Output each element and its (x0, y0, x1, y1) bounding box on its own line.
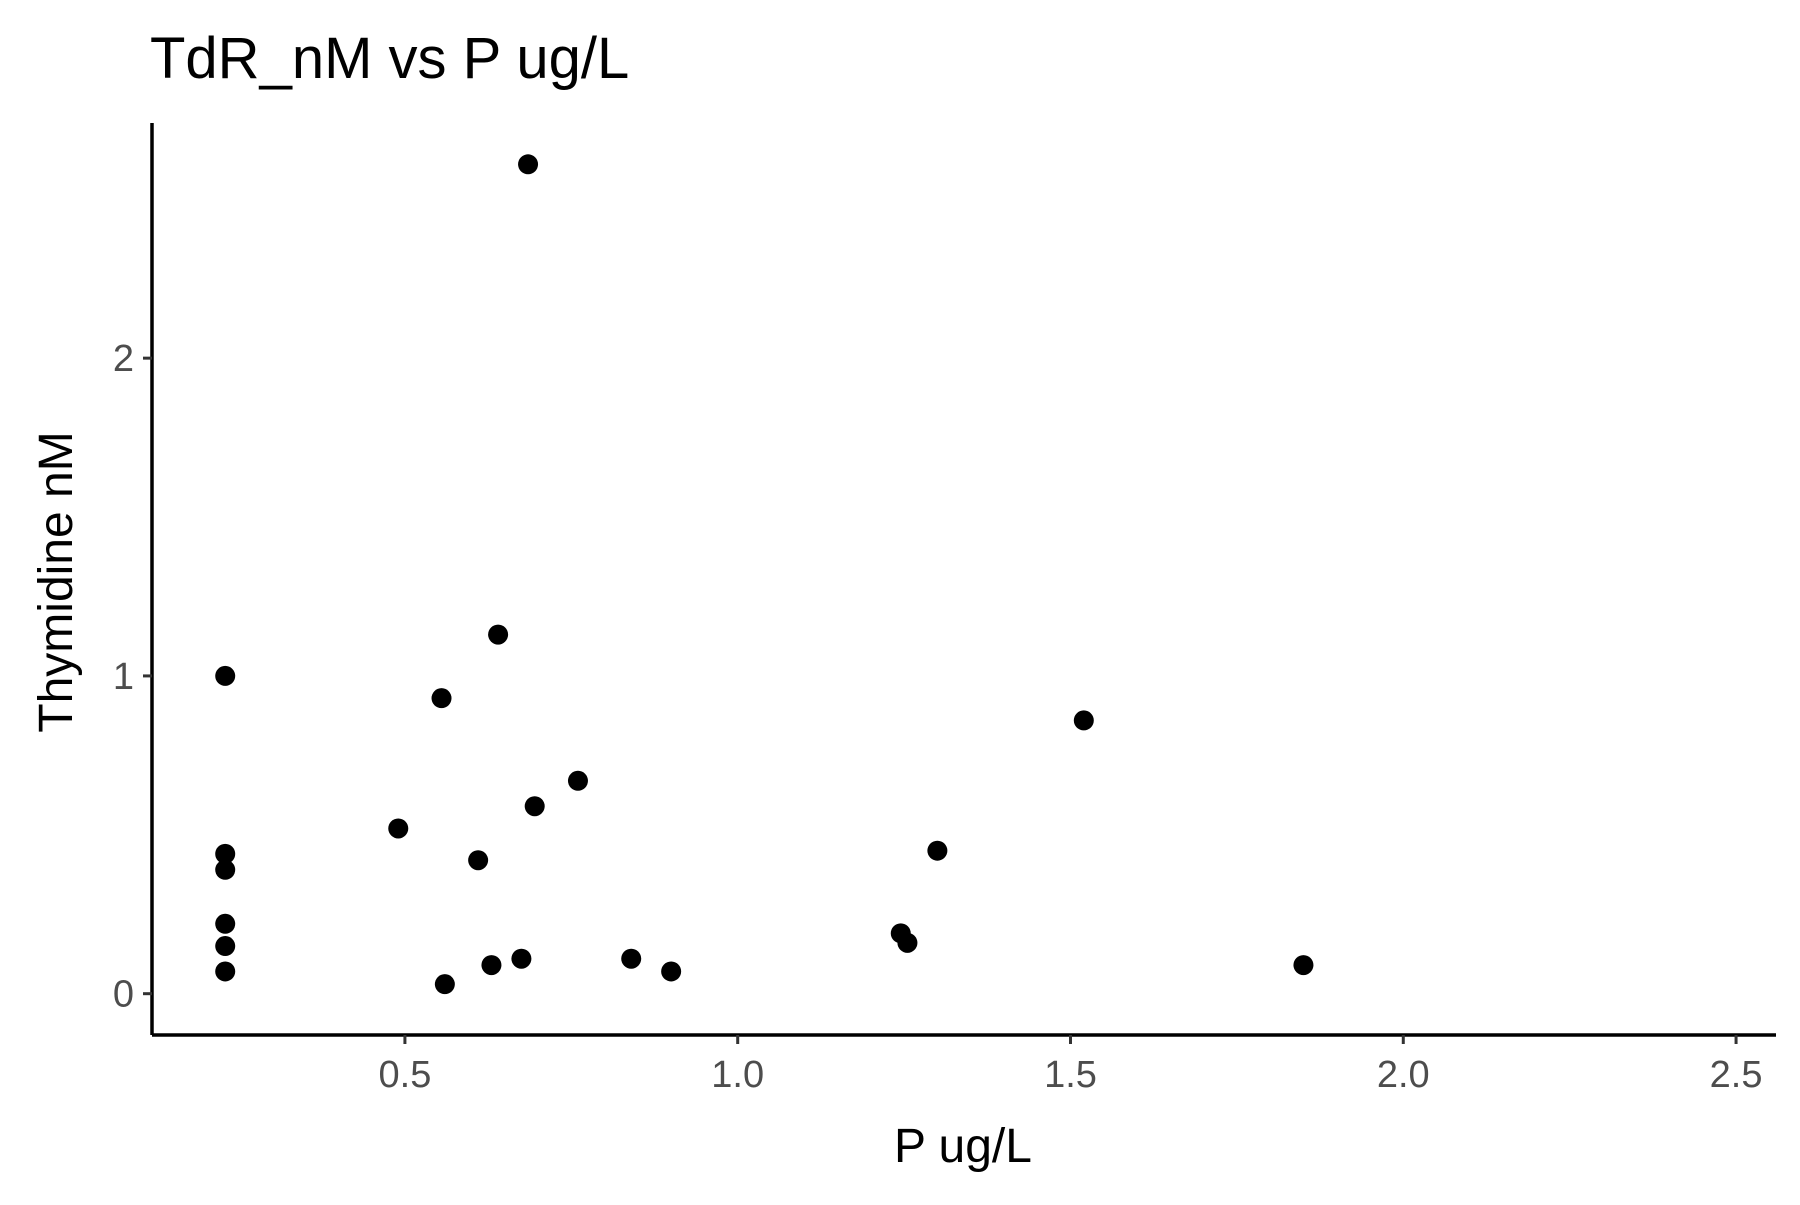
scatter-point (215, 913, 236, 934)
scatter-point (621, 948, 642, 969)
plot-area (215, 154, 1314, 995)
scatter-point (518, 154, 539, 175)
scatter-point (434, 974, 455, 995)
x-axis-ticks: 0.5 1.0 1.5 2.0 2.5 (379, 1035, 1763, 1096)
x-tick-label: 2.0 (1377, 1054, 1430, 1096)
y-tick-label: 1 (113, 656, 134, 698)
scatter-point (481, 955, 502, 976)
scatter-point (468, 850, 489, 871)
scatter-point (215, 665, 236, 686)
x-tick-label: 1.0 (711, 1054, 764, 1096)
y-axis-ticks: 0 1 2 (113, 338, 152, 1016)
scatter-point (511, 948, 532, 969)
y-axis-title: Thymidine nM (30, 431, 83, 732)
scatter-point (524, 796, 545, 817)
x-tick-label: 0.5 (379, 1054, 432, 1096)
chart-title: TdR_nM vs P ug/L (150, 26, 629, 91)
scatter-point (215, 961, 236, 982)
scatter-point (897, 932, 918, 953)
scatter-point (1293, 955, 1314, 976)
y-tick-label: 0 (113, 974, 134, 1016)
x-axis-title: P ug/L (894, 1120, 1032, 1173)
scatter-point (431, 688, 452, 709)
scatter-point (215, 936, 236, 957)
scatter-point (927, 840, 948, 861)
scatter-point (1073, 710, 1094, 731)
scatter-point (661, 961, 682, 982)
scatter-point (488, 624, 509, 645)
x-tick-label: 1.5 (1044, 1054, 1097, 1096)
scatter-point (567, 770, 588, 791)
scatter-point (215, 843, 236, 864)
scatter-point (215, 859, 236, 880)
scatter-point (388, 818, 409, 839)
y-tick-label: 2 (113, 338, 134, 380)
x-tick-label: 2.5 (1710, 1054, 1763, 1096)
